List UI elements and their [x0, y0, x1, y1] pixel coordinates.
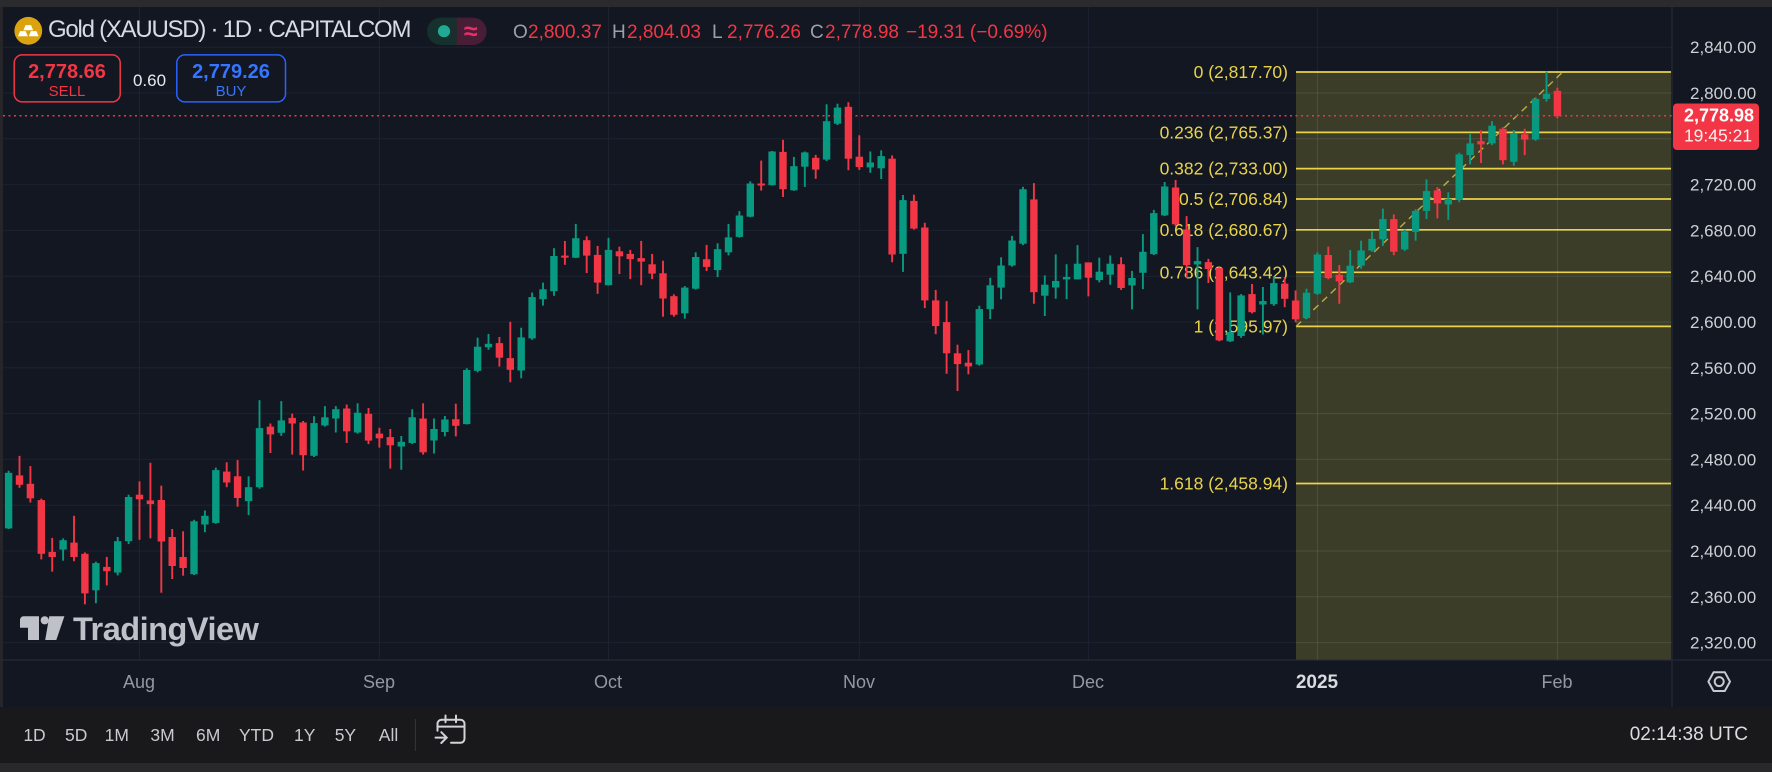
svg-text:0 (2,817.70): 0 (2,817.70) [1194, 62, 1288, 82]
svg-text:H: H [612, 22, 626, 43]
svg-text:0.236 (2,765.37): 0.236 (2,765.37) [1160, 122, 1288, 142]
svg-text:0.382 (2,733.00): 0.382 (2,733.00) [1160, 159, 1288, 179]
svg-text:2,778.98: 2,778.98 [1684, 106, 1754, 126]
svg-text:19:45:21: 19:45:21 [1684, 126, 1752, 146]
svg-text:2,840.00: 2,840.00 [1690, 38, 1756, 57]
svg-text:2,360.00: 2,360.00 [1690, 588, 1756, 607]
svg-text:Gold (XAUUSD) · 1D · CAPITALCO: Gold (XAUUSD) · 1D · CAPITALCOM [48, 16, 410, 43]
svg-text:2,800.00: 2,800.00 [1690, 84, 1756, 103]
svg-text:3M: 3M [150, 725, 174, 745]
svg-text:2,720.00: 2,720.00 [1690, 176, 1756, 195]
svg-text:2025: 2025 [1296, 672, 1339, 693]
svg-text:2,400.00: 2,400.00 [1690, 542, 1756, 561]
svg-text:0.786 (2,643.42): 0.786 (2,643.42) [1160, 262, 1288, 282]
svg-text:2,520.00: 2,520.00 [1690, 405, 1756, 424]
svg-text:2,680.00: 2,680.00 [1690, 221, 1756, 240]
svg-text:−19.31 (−0.69%): −19.31 (−0.69%) [906, 22, 1048, 43]
svg-text:1D: 1D [23, 725, 45, 745]
svg-text:1Y: 1Y [294, 725, 316, 745]
svg-text:2,778.98: 2,778.98 [825, 22, 899, 43]
svg-text:2,778.66: 2,778.66 [28, 61, 106, 83]
svg-text:TradingView: TradingView [73, 611, 260, 647]
svg-text:2,779.26: 2,779.26 [192, 61, 270, 83]
svg-text:5D: 5D [65, 725, 87, 745]
svg-text:2,480.00: 2,480.00 [1690, 450, 1756, 469]
svg-text:2,776.26: 2,776.26 [727, 22, 801, 43]
svg-text:Aug: Aug [123, 672, 155, 692]
svg-text:L: L [712, 22, 723, 43]
svg-text:Oct: Oct [594, 672, 622, 692]
svg-text:02:14:38 UTC: 02:14:38 UTC [1630, 724, 1748, 745]
svg-text:2,600.00: 2,600.00 [1690, 313, 1756, 332]
svg-text:O: O [513, 22, 528, 43]
svg-text:1.618 (2,458.94): 1.618 (2,458.94) [1160, 474, 1288, 494]
svg-text:0.618 (2,680.67): 0.618 (2,680.67) [1160, 220, 1288, 240]
svg-text:2,800.37: 2,800.37 [528, 22, 602, 43]
svg-text:BUY: BUY [216, 83, 247, 100]
svg-text:2,804.03: 2,804.03 [627, 22, 701, 43]
svg-text:C: C [810, 22, 824, 43]
svg-text:All: All [379, 725, 398, 745]
svg-text:Nov: Nov [843, 672, 875, 692]
svg-text:5Y: 5Y [335, 725, 357, 745]
svg-text:0.60: 0.60 [133, 71, 166, 90]
svg-text:≈: ≈ [464, 18, 478, 46]
svg-text:6M: 6M [196, 725, 220, 745]
svg-text:2,640.00: 2,640.00 [1690, 267, 1756, 286]
svg-text:SELL: SELL [49, 83, 86, 100]
svg-text:Dec: Dec [1072, 672, 1104, 692]
svg-text:2,320.00: 2,320.00 [1690, 634, 1756, 653]
svg-text:1M: 1M [105, 725, 129, 745]
svg-text:Feb: Feb [1541, 672, 1572, 692]
svg-text:0.5 (2,706.84): 0.5 (2,706.84) [1179, 189, 1288, 209]
svg-text:2,560.00: 2,560.00 [1690, 359, 1756, 378]
svg-text:YTD: YTD [239, 725, 274, 745]
svg-text:2,440.00: 2,440.00 [1690, 496, 1756, 515]
svg-text:Sep: Sep [363, 672, 395, 692]
